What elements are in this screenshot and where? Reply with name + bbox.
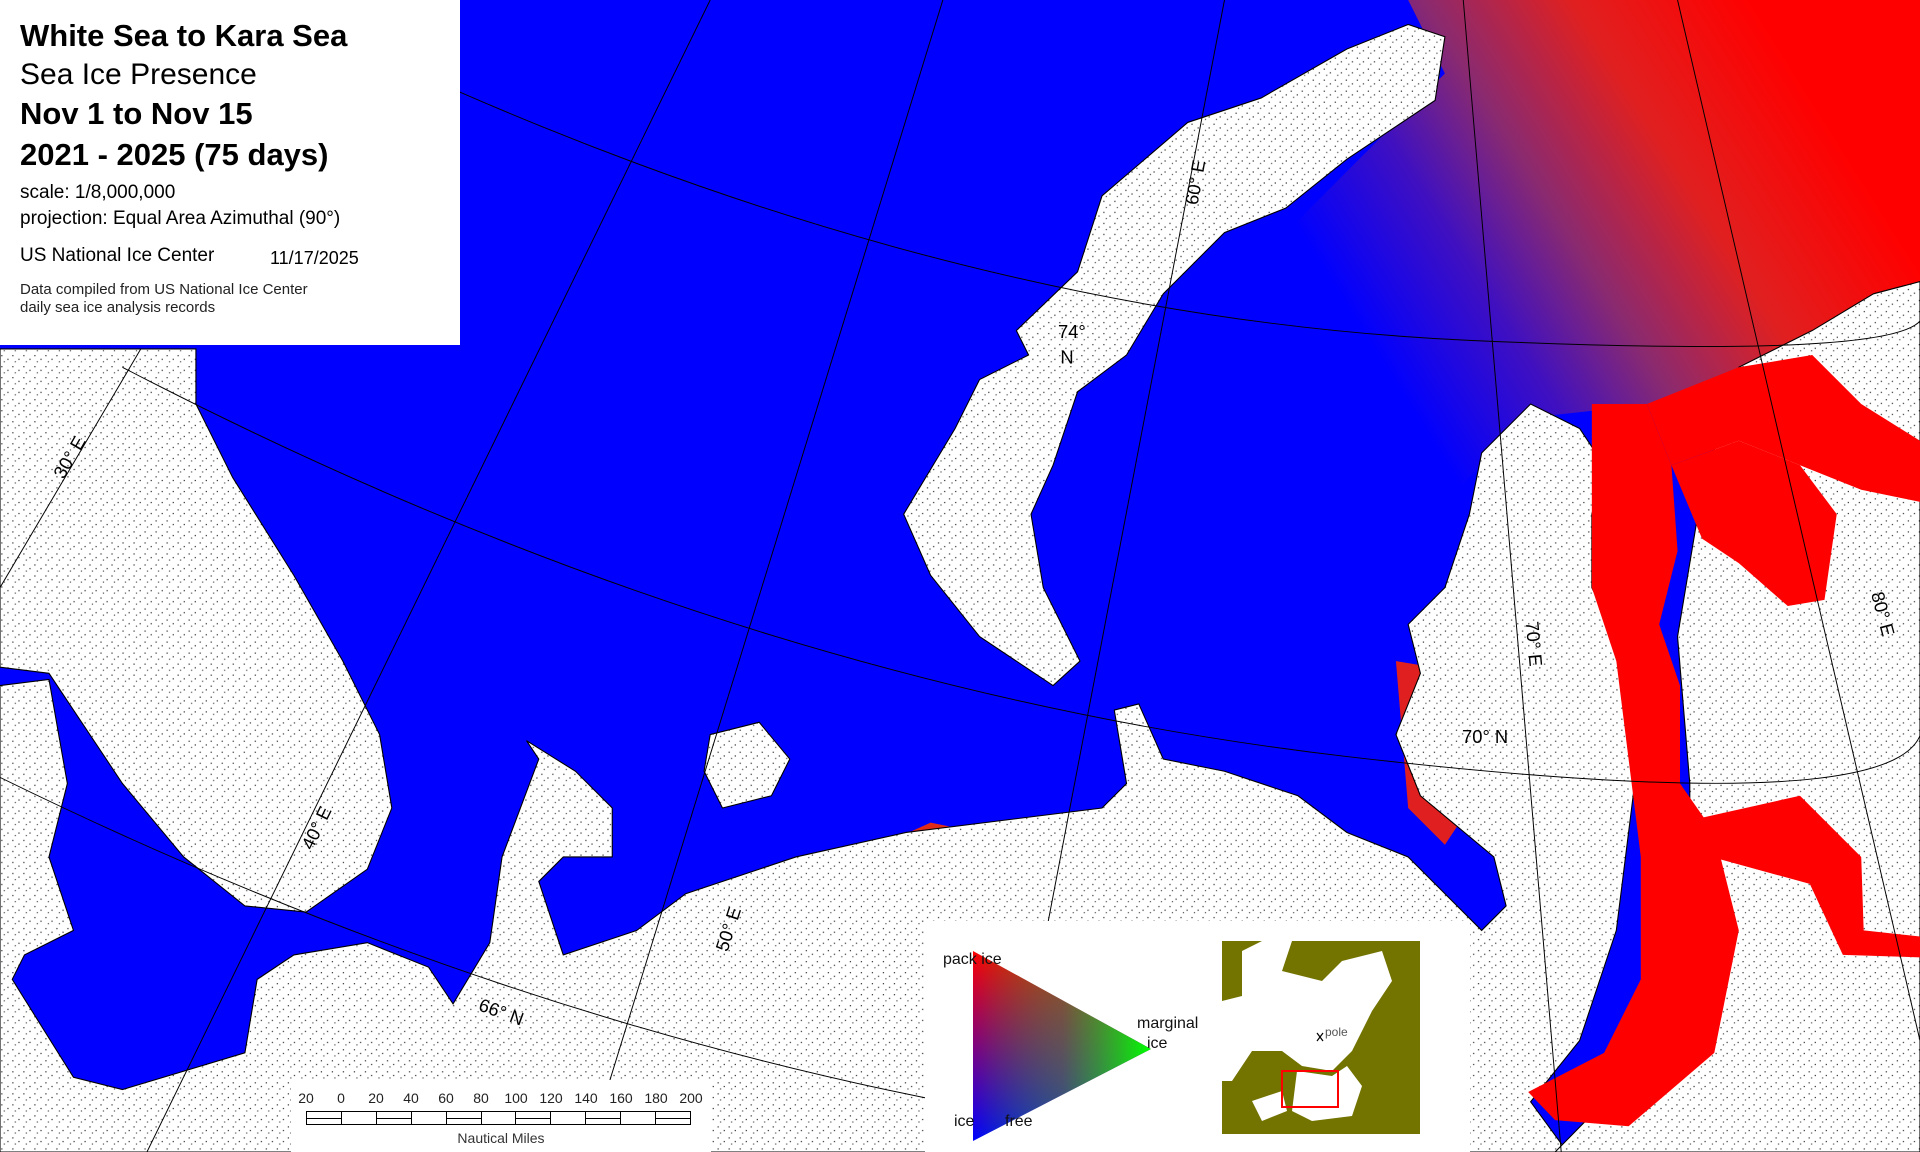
scale-tick-label: 60 [438,1090,454,1106]
meridian-40e [146,0,711,1152]
scale-text: scale: 1/8,000,000 [20,182,176,203]
ice-concentration-gradient [1224,0,1920,527]
map-title: White Sea to Kara Sea [20,18,348,53]
scale-tick-label: 200 [679,1090,703,1106]
label-70n: 70° N [1462,726,1508,747]
issue-date: 11/17/2025 [270,248,359,268]
pack-ice-gydan-bay [1671,440,1837,606]
year-range: 2021 - 2025 (75 days) [20,137,329,172]
scale-tick-label: 160 [609,1090,633,1106]
source-note-line1: Data compiled from US National Ice Cente… [20,281,308,298]
scale-tick-label: 20 [368,1090,384,1106]
product-name: Sea Ice Presence [20,58,257,91]
scale-tick-label: 80 [473,1090,489,1106]
scale-bar-graphic [306,1111,691,1125]
source-note-line2: daily sea ice analysis records [20,299,216,316]
inset-pole-label: pole [1325,1025,1348,1039]
legend-panel: pack ice marginal ice ice free pole [925,921,1470,1152]
pack-ice-north-coast [1646,355,1920,502]
parallel-74n [458,91,1920,347]
title-panel: White Sea to Kara Sea Sea Ice Presence N… [0,0,460,345]
scale-tick-label: 120 [539,1090,563,1106]
scale-bar: 20 0 20 40 60 80 100 120 140 160 180 200 Nautical M… [291,1080,711,1152]
land-novaya-zemlya [903,23,1446,687]
date-range: Nov 1 to Nov 15 [20,96,253,131]
scale-tick-label: 20 [298,1090,314,1106]
legend-marginal-ice: ice [1147,1035,1168,1052]
projection-text: projection: Equal Area Azimuthal (90°) [20,208,341,229]
scale-tick-label: 180 [644,1090,668,1106]
agency-name: US National Ice Center [20,245,215,266]
scale-tick-label: 140 [574,1090,598,1106]
land-kola-peninsula [0,348,393,913]
legend-free: free [1005,1113,1033,1130]
scale-unit: Nautical Miles [457,1130,545,1146]
pack-ice-taz-gulf [1680,795,1920,958]
land-kolguev-island [703,721,791,809]
scale-tick-label: 0 [337,1090,345,1106]
pack-ice-ob-gulf [1528,403,1739,1127]
locator-inset [1222,941,1420,1134]
meridian-30e [0,348,142,588]
scale-tick-label: 100 [504,1090,528,1106]
legend-triangle [973,951,1151,1141]
meridian-50e [587,0,944,1152]
parallel-70n [122,366,1920,784]
legend-marginal: marginal [1137,1015,1199,1032]
label-74n-a: 74° [1058,321,1086,342]
meridian-70e [1462,0,1562,1152]
label-70e: 70° E [1522,620,1547,667]
meridian-80e [1677,0,1920,1041]
legend-pack-ice: pack ice [943,951,1002,968]
scale-tick-label: 40 [403,1090,419,1106]
label-74n-b: N [1060,347,1073,368]
legend-ice: ice [954,1113,975,1130]
